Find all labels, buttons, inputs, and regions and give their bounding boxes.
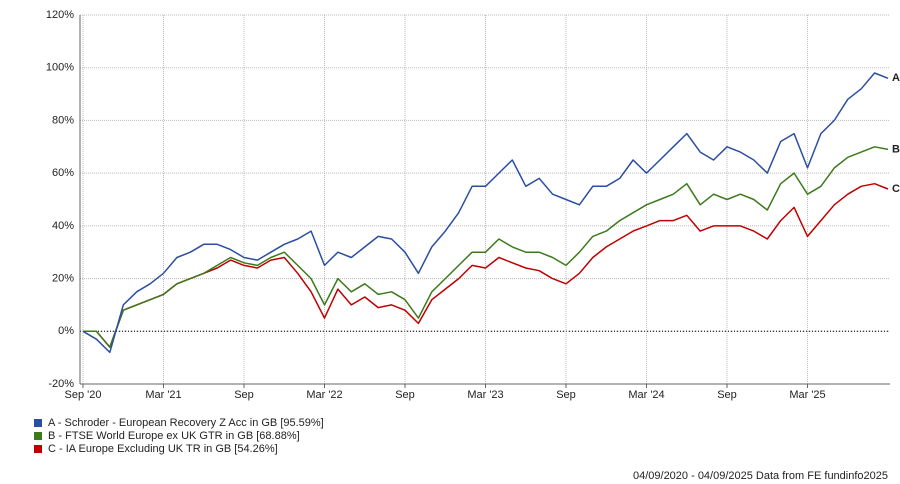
- legend-swatch: [34, 432, 42, 440]
- y-tick-label: 80%: [52, 114, 74, 126]
- y-tick-label: 60%: [52, 167, 74, 179]
- y-tick-label: 0%: [58, 325, 74, 337]
- y-tick-label: -20%: [48, 378, 74, 390]
- x-tick-label: Sep: [395, 389, 415, 401]
- legend-label: C - IA Europe Excluding UK TR in GB [54.…: [48, 443, 278, 455]
- legend-swatch: [34, 419, 42, 427]
- x-tick-label: Sep '20: [65, 389, 102, 401]
- series-line: [83, 182, 889, 348]
- x-tick-label: Sep: [234, 389, 254, 401]
- end-label: B: [892, 143, 900, 155]
- x-tick-label: Sep: [717, 389, 737, 401]
- series-line: [82, 72, 889, 354]
- y-tick-label: 120%: [46, 9, 74, 21]
- x-tick-label: Mar '24: [628, 389, 664, 401]
- x-tick-label: Mar '22: [306, 389, 342, 401]
- x-tick-label: Mar '23: [467, 389, 503, 401]
- y-tick-label: 20%: [52, 272, 74, 284]
- y-tick-label: 100%: [46, 62, 74, 74]
- x-tick-label: Mar '21: [145, 389, 181, 401]
- legend-label: A - Schroder - European Recovery Z Acc i…: [48, 417, 324, 429]
- legend-label: B - FTSE World Europe ex UK GTR in GB [6…: [48, 430, 300, 442]
- end-label: C: [892, 183, 900, 195]
- y-tick-label: 40%: [52, 220, 74, 232]
- x-tick-label: Sep: [556, 389, 576, 401]
- footer: 04/09/2020 - 04/09/2025 Data from FE fun…: [633, 470, 888, 482]
- series-line: [83, 146, 889, 348]
- end-label: A: [892, 72, 900, 84]
- legend-swatch: [34, 445, 42, 453]
- x-tick-label: Mar '25: [789, 389, 825, 401]
